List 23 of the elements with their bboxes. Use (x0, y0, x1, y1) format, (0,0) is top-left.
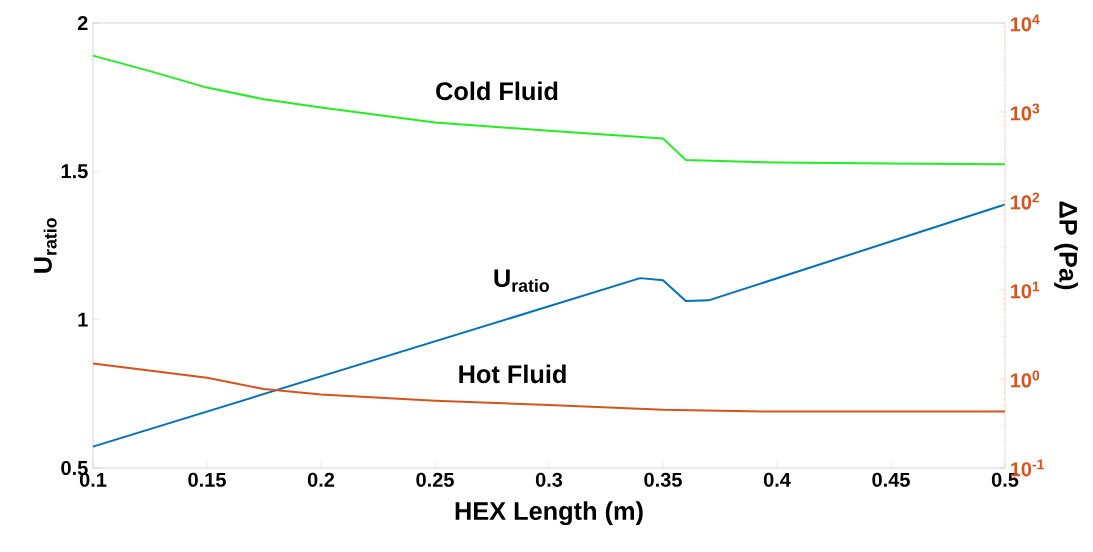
y2-tick-label: 10$^{2}$ (1010, 192, 1040, 210)
x-axis-title: HEX Length (m) (455, 501, 643, 526)
x-tick-label: 0.3 (535, 472, 563, 487)
series-label: U$_{ratio}$ (494, 269, 549, 292)
y2-tick-label: 10$^{0}$ (1010, 370, 1040, 388)
y-tick-label: 1 (78, 312, 88, 327)
y2-axis-title: ΔP (Pa) (1054, 201, 1078, 290)
line-series (92, 54, 1006, 166)
x-tick-label: 0.25 (416, 472, 454, 487)
y2-tick-label: 10$^{4}$ (1010, 14, 1040, 32)
y-axis-title: U$_{ratio}$ (34, 218, 57, 273)
y2-tick-label: 10$^{3}$ (1010, 103, 1040, 121)
x-tick-label: 0.4 (763, 472, 791, 487)
y-tick-label: 2 (77, 16, 88, 30)
x-tick-label: 0.2 (307, 472, 335, 487)
line-series (92, 362, 1006, 413)
x-tick-label: 0.35 (644, 472, 682, 487)
series-label: Hot Fluid (459, 364, 566, 384)
y2-tick-label: 10$^{1}$ (1010, 281, 1040, 299)
x-tick-label: 0.15 (188, 472, 226, 487)
series-label: Cold Fluid (436, 81, 558, 101)
x-tick-label: 0.45 (872, 472, 910, 487)
y-tick-label: 1.5 (61, 164, 88, 179)
